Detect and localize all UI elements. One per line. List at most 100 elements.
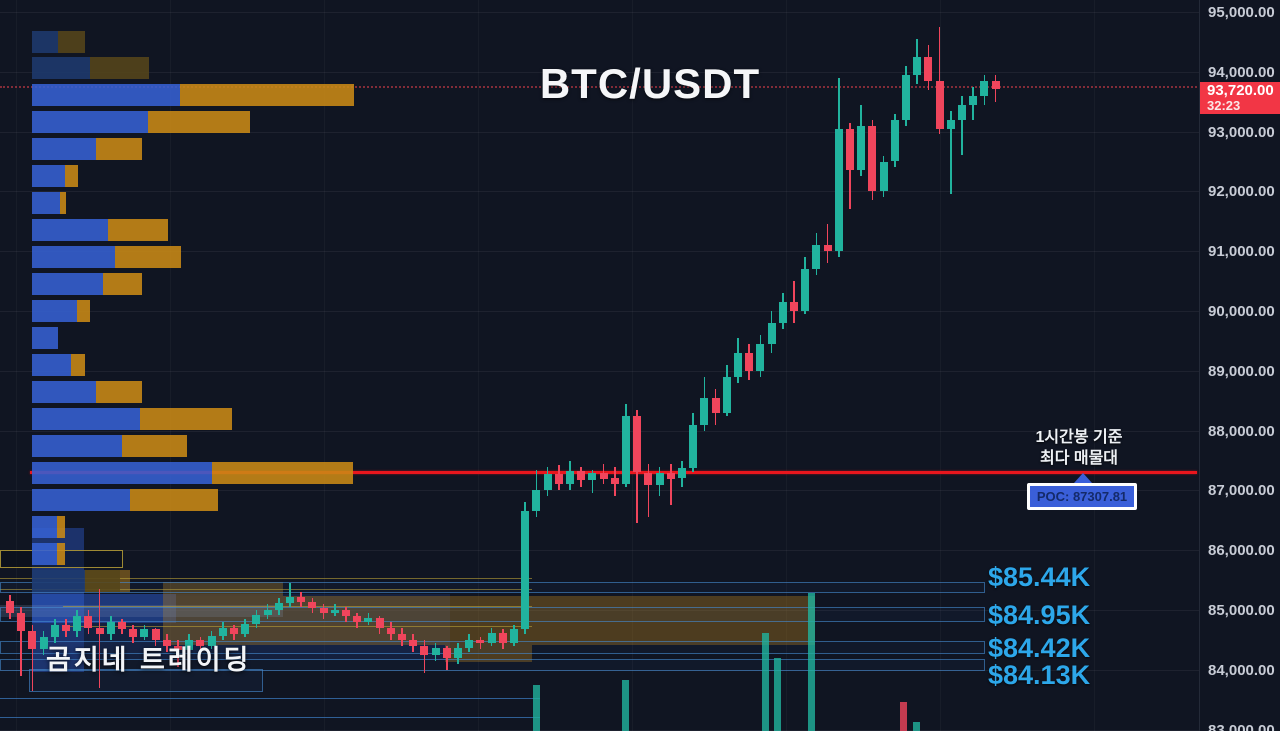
- candle-body: [700, 397, 709, 425]
- gridline-h: [0, 430, 1199, 432]
- poc-price-label[interactable]: POC: 87307.81: [1027, 473, 1137, 510]
- candle-body: [62, 625, 70, 631]
- candle-body: [913, 56, 922, 75]
- candle-body: [487, 632, 496, 644]
- axis-tick-label: 87,000.00: [1208, 482, 1275, 499]
- gridline-h: [0, 131, 1199, 133]
- price-axis[interactable]: 93,720.00 32:23 95,000.00 94,000.00 93,000…: [1199, 0, 1280, 731]
- last-price-value: 93,720.00: [1207, 82, 1274, 99]
- candle-body: [980, 80, 989, 96]
- axis-tick-label: 94,000.00: [1208, 64, 1275, 81]
- volume-profile-bar-blue: [32, 31, 58, 53]
- volume-profile-bar-blue: [32, 435, 122, 457]
- candle-body: [666, 472, 675, 479]
- volume-profile-bar-orange: [71, 354, 85, 376]
- level-box-4: [0, 659, 985, 671]
- volume-profile-bar-orange: [103, 273, 142, 295]
- candle-wick: [826, 224, 829, 264]
- candle-body: [420, 645, 429, 655]
- candle-body: [857, 125, 866, 171]
- candle-body: [286, 596, 294, 603]
- candle-body: [476, 639, 485, 644]
- volume-profile-bar-blue: [32, 300, 77, 322]
- candle-body: [890, 119, 899, 162]
- volume-profile-bar-blue: [32, 462, 212, 484]
- volume-profile-bar-blue: [32, 111, 148, 133]
- volume-profile-bar-blue: [32, 246, 115, 268]
- volume-profile-bar-orange: [115, 246, 181, 268]
- volume-profile-bar-blue: [32, 408, 140, 430]
- volume-profile-bar-orange: [77, 300, 90, 322]
- poc-annotation-line2: 최다 매물대: [1039, 450, 1119, 467]
- yellow-lines-a: [0, 578, 532, 590]
- candle-body: [678, 467, 686, 479]
- candle-body: [633, 415, 642, 473]
- candle-body: [28, 630, 37, 649]
- candle-body: [745, 352, 754, 371]
- candle-body: [375, 618, 384, 628]
- volume-bar: [900, 702, 907, 731]
- volume-bar: [762, 633, 769, 731]
- candle-body: [241, 623, 250, 634]
- candle-body: [151, 629, 160, 640]
- bottom-blue-box: [29, 669, 263, 692]
- volume-profile-bar-orange: [212, 462, 353, 484]
- gridline-h: [0, 191, 1199, 193]
- axis-tick-label: 89,000.00: [1208, 363, 1275, 380]
- gridline-h: [0, 12, 1199, 13]
- price-level-label-2: $84.95K: [988, 600, 1091, 630]
- candle-wick: [647, 463, 650, 518]
- volume-bar: [913, 722, 920, 731]
- volume-profile-bar-orange: [148, 111, 250, 133]
- candle-wick: [423, 639, 426, 673]
- zone-gray-band: [0, 605, 283, 617]
- candle-body: [106, 622, 115, 634]
- candle-body: [162, 639, 171, 646]
- candle-body: [812, 245, 821, 270]
- candle-body: [510, 629, 518, 643]
- candle-wick: [98, 589, 101, 688]
- candle-body: [409, 639, 418, 646]
- candle-body: [879, 161, 888, 192]
- candle-body: [118, 622, 126, 630]
- bottom-line-1: [0, 698, 540, 699]
- candle-body: [767, 323, 776, 344]
- plot-area[interactable]: [0, 0, 1199, 731]
- candle-body: [263, 610, 272, 615]
- candle-body: [902, 74, 910, 120]
- candle-body: [297, 596, 306, 602]
- candle-body: [252, 614, 261, 624]
- axis-tick-label: 84,000.00: [1208, 662, 1275, 679]
- candle-body: [958, 104, 966, 120]
- candle-body: [353, 616, 362, 622]
- candle-body: [274, 602, 283, 610]
- candle-body: [711, 397, 720, 413]
- candle-body: [196, 639, 205, 646]
- gridline-h: [0, 251, 1199, 253]
- candle-body: [991, 80, 1000, 89]
- poc-arrow-up-icon: [1074, 473, 1092, 483]
- candle-body: [498, 632, 507, 643]
- candle-body: [185, 639, 194, 651]
- candle-body: [17, 613, 26, 631]
- axis-tick-label: 86,000.00: [1208, 542, 1275, 559]
- candle-wick: [950, 110, 952, 195]
- poc-annotation-line1: 1시간봉 기준: [1035, 429, 1123, 446]
- candle-wick: [938, 26, 941, 135]
- volume-profile-bar-orange: [96, 138, 142, 160]
- candle-wick: [670, 463, 672, 506]
- candle-body: [95, 627, 104, 634]
- volume-profile-bar-blue: [32, 381, 96, 403]
- price-level-label-3: $84.42K: [988, 633, 1091, 663]
- candle-body: [308, 601, 317, 608]
- yellow-lines-b: [63, 606, 532, 627]
- axis-tick-label: 93,000.00: [1208, 124, 1275, 141]
- volume-profile-bar-orange: [57, 543, 65, 565]
- current-price-dotted-line: [0, 86, 1197, 88]
- candle-body: [722, 376, 731, 413]
- candle-body: [454, 648, 462, 658]
- volume-profile-bar-orange: [108, 219, 168, 241]
- zone-blue-band: [32, 594, 176, 623]
- volume-profile-bar-orange: [180, 84, 354, 106]
